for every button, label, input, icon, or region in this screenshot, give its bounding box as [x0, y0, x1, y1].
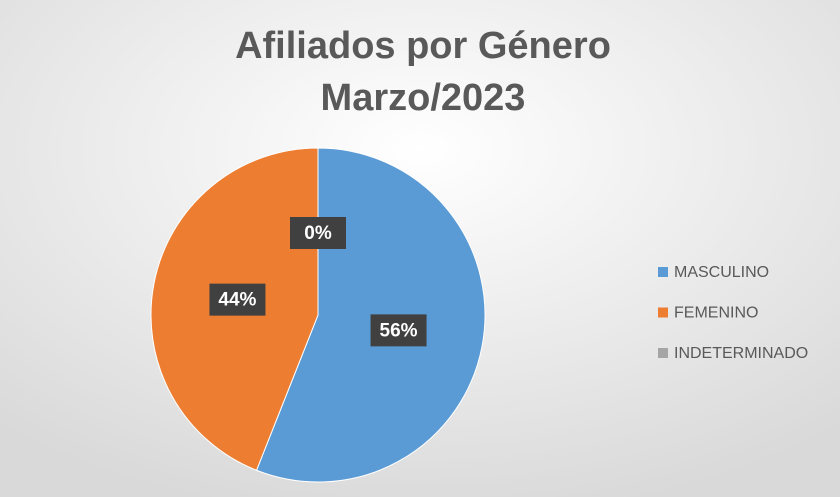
data-label: 56% — [380, 320, 418, 341]
legend-label: FEMENINO — [674, 305, 758, 322]
legend-label: INDETERMINADO — [674, 345, 808, 362]
data-label-box — [370, 314, 427, 347]
chart-title: Afiliados por Género — [235, 25, 611, 67]
legend-swatch — [658, 267, 668, 277]
legend-swatch — [658, 348, 668, 358]
data-label: 44% — [218, 290, 256, 311]
data-label: 0% — [304, 223, 332, 244]
legend-swatch — [658, 307, 668, 318]
data-label-box — [209, 283, 266, 316]
chart-title: Marzo/2023 — [321, 77, 526, 119]
data-label-box — [290, 217, 346, 249]
legend-label: MASCULINO — [674, 264, 769, 281]
